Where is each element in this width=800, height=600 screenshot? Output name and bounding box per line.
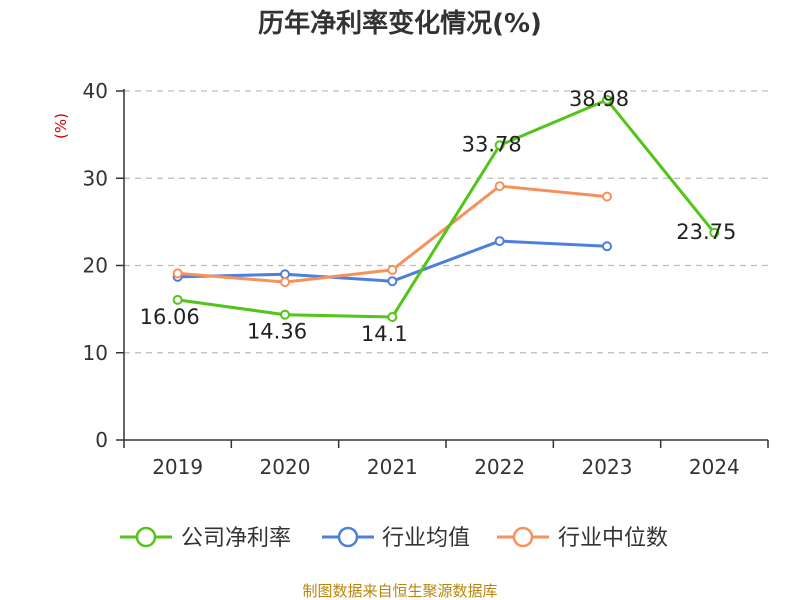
axes	[116, 89, 769, 448]
y-tick-labels: 0 10 20 30 40	[83, 79, 108, 452]
y-tick-label-40: 40	[83, 79, 108, 103]
x-tick-labels: 2019 2020 2021 2022 2023 2024	[152, 455, 740, 479]
data-label-2019: 16.06	[140, 305, 200, 329]
y-tick-label-30: 30	[83, 166, 108, 190]
series-0-point-2022	[494, 140, 505, 151]
legend-label-1: 行业均值	[382, 526, 470, 551]
series-2-point-2020	[280, 277, 290, 288]
series-0-point-2019	[172, 294, 183, 305]
chart-title: 历年净利率变化情况(%)	[258, 8, 542, 39]
legend-label-0: 公司净利率	[181, 526, 291, 551]
series-1-point-2021	[387, 276, 398, 287]
legend: 公司净利率 行业均值 行业中位数	[120, 526, 668, 551]
y-tick-label-0: 0	[95, 428, 108, 452]
x-tick-label-2019: 2019	[152, 455, 203, 479]
series-2-point-2023	[602, 191, 612, 202]
legend-marker-0	[135, 526, 157, 548]
series-0-point-2023	[602, 94, 612, 105]
x-tick-label-2022: 2022	[474, 455, 525, 479]
data-labels: 16.06 14.36 14.1 33.78 38.98 23.75	[140, 87, 737, 346]
grid-lines	[124, 90, 768, 354]
series-1-point-2023	[602, 241, 612, 252]
x-tick-label-2020: 2020	[260, 455, 311, 479]
series-0-point-2020	[280, 309, 290, 320]
legend-marker-1	[337, 526, 359, 548]
source-note: 制图数据来自恒生聚源数据库	[302, 582, 497, 600]
series-2-point-2022	[494, 181, 505, 192]
y-tick-label-20: 20	[83, 254, 108, 278]
series-group	[172, 94, 720, 322]
data-label-2021: 14.1	[361, 322, 408, 346]
data-label-2020: 14.36	[247, 320, 307, 344]
y-tick-label-10: 10	[83, 341, 108, 365]
legend-label-2: 行业中位数	[558, 526, 668, 551]
series-2-point-2021	[387, 264, 398, 275]
series-1-point-2020	[280, 269, 290, 280]
x-tick-label-2021: 2021	[367, 455, 418, 479]
x-tick-label-2023: 2023	[582, 455, 633, 479]
data-label-2024: 23.75	[676, 220, 736, 244]
data-label-2023: 38.98	[569, 87, 629, 111]
series-2-point-2019	[172, 268, 183, 279]
y-axis-label: (%)	[52, 113, 70, 139]
legend-marker-2	[512, 526, 534, 548]
series-0-point-2021	[387, 311, 398, 322]
series-line-1	[176, 239, 609, 283]
series-1-point-2022	[494, 236, 505, 247]
data-label-2022: 33.78	[462, 132, 522, 156]
series-0-point-2024	[709, 227, 720, 238]
x-tick-label-2024: 2024	[689, 455, 740, 479]
series-line-0	[176, 98, 716, 319]
